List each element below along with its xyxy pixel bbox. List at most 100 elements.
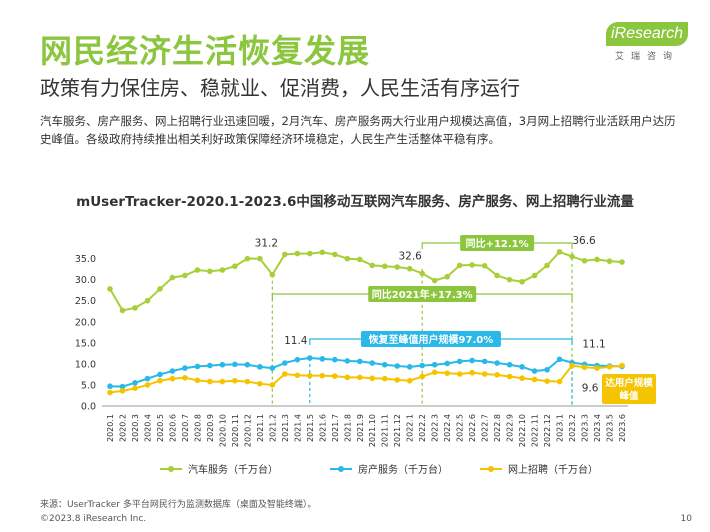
point-house [319,356,326,362]
label-yoy-bg [460,235,535,251]
point-job [169,375,176,382]
point-house [444,360,450,367]
label-yoy: 同比+12.1% [460,235,535,251]
value-label-job-2023: 9.6 [582,383,599,395]
series-line-car [109,250,623,312]
value-label-house-2023: 11.1 [582,338,605,350]
x-tick-label: 2021.11 [381,414,390,447]
x-tick-label: 2022.6 [468,414,477,442]
point-job [182,374,188,381]
point-job [619,362,625,369]
x-tick-label: 2020.5 [156,414,165,442]
point-car [207,268,213,275]
annotation-guides-layer [271,242,573,406]
x-tick-label: 2020.11 [231,414,240,447]
value-label-car-2021: 31.2 [255,238,278,250]
point-house [419,362,425,369]
x-tick-label: 2020.1 [106,414,115,442]
legend-layer: 汽车服务（千万台） 房产服务（千万台） 网上招聘（千万台） [160,463,598,476]
point-job [519,375,525,382]
point-car [606,258,613,264]
value-label-house-2021: 11.4 [284,335,308,347]
point-car [219,267,226,273]
label-vs2021-bg [368,286,477,302]
point-car [182,272,188,279]
point-job [344,374,351,381]
point-house [369,360,376,366]
point-car [456,262,463,269]
point-house [307,355,313,361]
point-car [307,250,313,257]
x-tick-label: 2021.8 [343,414,352,442]
legend-swatch-dot [168,466,174,472]
point-car [556,249,563,255]
x-tick-label: 2022.3 [431,414,440,442]
legend-item-job: 网上招聘（千万台） [480,463,598,476]
point-car [282,251,288,258]
x-tick-label: 2022.7 [481,414,490,442]
point-house [531,368,538,374]
x-tick-label: 2021.10 [368,414,377,447]
page-subtitle: 政策有力保住房、稳就业、促消费，人民生活有序运行 [40,76,520,100]
x-tick-label: 2021.2 [268,414,277,442]
point-car [344,255,351,262]
x-tick-label: 2020.10 [218,414,227,447]
point-car [132,305,138,311]
point-car [169,274,176,281]
x-tick-label: 2022.4 [443,414,452,442]
x-tick-label: 2023.1 [556,414,565,442]
x-tick-label: 2021.3 [281,414,290,442]
point-car [506,276,513,283]
x-tick-label: 2022.2 [418,414,427,442]
x-tick-label: 2022.12 [543,414,552,447]
x-tick-label: 2022.1 [406,414,415,442]
point-job [456,371,463,377]
point-house [132,380,138,386]
point-job [431,369,438,376]
point-house [456,358,463,365]
label-job-peak-line2: 峰值 [619,390,639,402]
point-job [406,377,413,384]
point-house [519,364,525,370]
legend-label: 房产服务（千万台） [358,463,448,476]
point-job [481,371,488,377]
y-tick-label: 10.0 [75,359,96,370]
x-tick-label: 2020.9 [206,414,215,442]
x-tick-label: 2021.7 [331,414,340,442]
x-tick-label: 2020.4 [143,414,152,442]
page-title: 网民经济生活恢复发展 [40,32,371,70]
point-car [319,249,326,256]
point-job [369,375,376,382]
x-tick-label: 2022.8 [493,414,502,442]
point-house [269,365,276,371]
point-job [319,372,326,379]
point-job [444,370,450,376]
point-job [494,372,500,378]
x-tick-label: 2020.6 [168,414,177,442]
point-car [232,263,238,270]
point-house [244,361,251,368]
x-tick-label: 2022.9 [506,414,515,442]
point-house [144,375,151,382]
x-tick-label: 2020.3 [131,414,140,442]
point-house [294,356,301,363]
x-tick-label: 2021.6 [318,414,327,442]
point-car [431,277,438,284]
point-car [331,251,338,258]
x-tick-label: 2020.2 [118,414,127,442]
y-tick-label: 35.0 [75,254,96,265]
point-job [394,377,401,383]
point-house [494,360,500,366]
point-house [556,356,563,363]
point-car [469,262,475,268]
legend-label: 网上招聘（千万台） [508,463,598,476]
legend-swatch-dot [338,466,344,472]
point-car [544,262,550,269]
point-car [444,273,450,280]
point-house [344,358,351,364]
point-car [531,272,538,279]
x-tick-label: 2023.6 [618,414,627,442]
x-tick-label: 2023.4 [593,414,602,442]
x-tick-label: 2023.5 [606,414,615,442]
